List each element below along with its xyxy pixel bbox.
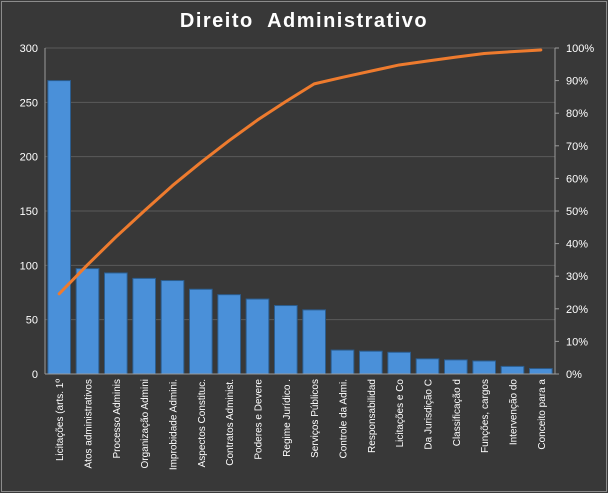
x-category-label: Intervenção do xyxy=(509,379,520,446)
y2-tick-label: 0% xyxy=(566,369,582,381)
y2-tick-label: 10% xyxy=(566,336,588,348)
bar-15 xyxy=(444,359,468,375)
x-category-label: Licitações (arts. 1º xyxy=(55,379,66,461)
x-category-label: Improbidade Admini. xyxy=(169,379,180,470)
x-category-label: Aspectos Constituc. xyxy=(197,379,208,467)
bar-7 xyxy=(217,294,241,375)
bar-10 xyxy=(302,309,327,375)
y-tick-label: 150 xyxy=(20,206,38,218)
y-tick-label: 0 xyxy=(32,369,38,381)
y-tick-label: 50 xyxy=(26,315,38,327)
bar-9 xyxy=(274,305,298,375)
y2-tick-label: 60% xyxy=(566,173,588,185)
chart-title: Direito Administrativo xyxy=(179,10,429,32)
x-category-label: Regime Jurídico . xyxy=(282,379,293,457)
y2-tick-label: 100% xyxy=(566,43,594,55)
y2-tick-label: 50% xyxy=(566,206,588,218)
bar-5 xyxy=(160,280,185,375)
x-category-label: Licitações e Co xyxy=(395,379,406,448)
cumulative-percent-line xyxy=(57,48,543,296)
bar-6 xyxy=(189,288,213,375)
bar-8 xyxy=(245,298,270,375)
x-category-label: Contratos Administ. xyxy=(225,379,236,466)
bar-4 xyxy=(132,277,156,375)
x-category-label: Controle da Admi. xyxy=(339,379,350,459)
bar-1 xyxy=(47,80,71,375)
x-category-label: Da Jurisdição C xyxy=(424,379,435,450)
x-category-label: Atos administrativos xyxy=(84,379,95,468)
axis-layer: 0 50 100 150 200 250 300 0% 10% 20% 30% 40% 50% 60% 70… xyxy=(20,43,595,470)
y-tick-label: 250 xyxy=(20,97,38,109)
x-category-label: Organização Admini xyxy=(140,379,151,469)
cumulative-line-layer xyxy=(57,48,543,296)
y-tick-label: 300 xyxy=(20,43,38,55)
x-category-label: Responsabilidad xyxy=(367,379,378,453)
bar-11 xyxy=(330,349,355,375)
bar-17 xyxy=(500,365,525,375)
bar-12 xyxy=(359,350,383,375)
bar-layer xyxy=(47,80,553,375)
bar-2 xyxy=(75,268,100,375)
bar-14 xyxy=(415,358,440,375)
y2-tick-label: 20% xyxy=(566,304,588,316)
y-tick-label: 100 xyxy=(20,260,38,272)
bar-18 xyxy=(529,368,553,375)
x-category-label: Poderes e Devere xyxy=(254,379,265,460)
x-category-label: Classificação d xyxy=(452,379,463,446)
x-category-label: Serviços Públicos xyxy=(310,379,321,458)
x-category-label: Processo Adminis xyxy=(112,379,123,458)
bar-16 xyxy=(472,360,497,375)
x-category-label: Conceito para a xyxy=(537,379,548,450)
y2-tick-label: 40% xyxy=(566,239,588,251)
y2-tick-label: 80% xyxy=(566,108,588,120)
bar-13 xyxy=(387,351,412,375)
x-category-label: Funções, cargos xyxy=(480,379,491,453)
y2-tick-label: 90% xyxy=(566,76,588,88)
y2-tick-label: 30% xyxy=(566,271,588,283)
y-tick-label: 200 xyxy=(20,152,38,164)
y2-tick-label: 70% xyxy=(566,141,588,153)
bar-3 xyxy=(104,272,128,375)
